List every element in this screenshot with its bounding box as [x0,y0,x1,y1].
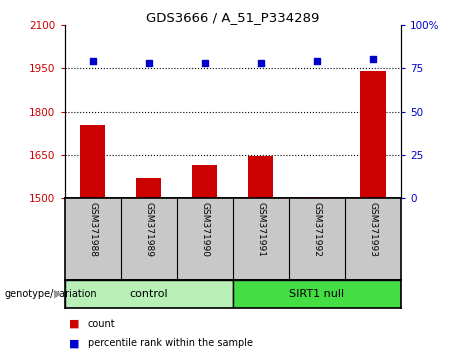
Text: ■: ■ [69,319,80,329]
Bar [361,71,386,198]
Bar [136,178,161,198]
Text: ■: ■ [69,338,80,348]
Text: control: control [130,289,168,299]
Bar [248,156,273,198]
Text: ▶: ▶ [54,289,62,299]
Point [89,58,96,64]
Text: percentile rank within the sample: percentile rank within the sample [88,338,253,348]
Bar [304,197,330,198]
Bar [80,125,105,198]
Point [369,57,377,62]
Text: GSM371991: GSM371991 [256,202,266,257]
Text: GSM371989: GSM371989 [144,202,153,257]
Text: count: count [88,319,115,329]
Bar [192,165,218,198]
Text: GSM371992: GSM371992 [313,202,321,257]
Point [257,60,265,66]
Point [313,58,321,64]
Point [201,60,208,66]
Text: GSM371988: GSM371988 [88,202,97,257]
Point [145,60,152,66]
Bar [65,280,233,308]
Title: GDS3666 / A_51_P334289: GDS3666 / A_51_P334289 [146,11,319,24]
Text: SIRT1 null: SIRT1 null [290,289,344,299]
Text: genotype/variation: genotype/variation [5,289,97,299]
Bar [233,280,401,308]
Text: GSM371993: GSM371993 [368,202,378,257]
Text: GSM371990: GSM371990 [200,202,209,257]
